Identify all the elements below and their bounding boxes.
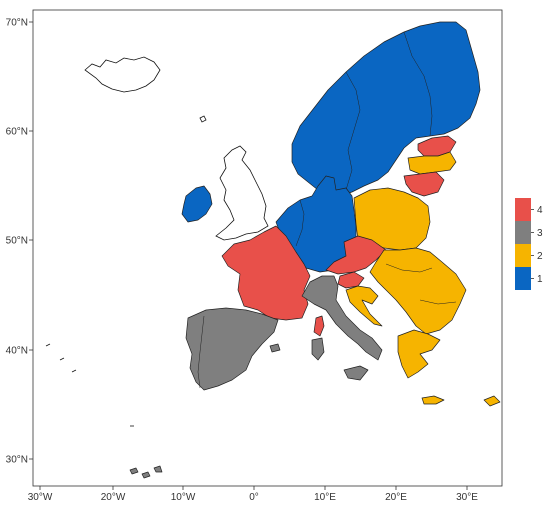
legend-swatch [515, 267, 531, 290]
x-tick-label: 20°E [385, 492, 407, 503]
corsica-region [313, 315, 325, 337]
canary-islands [129, 465, 163, 479]
legend-label: 2 [537, 251, 543, 262]
y-tick-label: 70°N [6, 18, 28, 29]
x-tick-label: 0° [249, 492, 259, 503]
cyprus-region [483, 395, 501, 407]
germany-border [295, 199, 305, 247]
legend-label: 1 [537, 274, 543, 285]
ireland-region [181, 185, 213, 223]
y-tick-label: 50°N [6, 236, 28, 247]
y-tick-label: 40°N [6, 346, 28, 357]
sicily-region [343, 365, 369, 381]
romania-border [419, 299, 457, 305]
iceland-outline [84, 56, 161, 93]
crete-region [421, 395, 445, 405]
great-britain-outline [215, 145, 269, 241]
sardinia-region [311, 337, 325, 361]
legend-swatch [515, 221, 531, 244]
legend-label: 4 [537, 205, 543, 216]
portugal-border [197, 315, 205, 389]
croatia-region [345, 285, 383, 327]
faroe-outline [199, 115, 207, 123]
azores-outline [45, 343, 77, 373]
italy-region [301, 275, 383, 361]
x-tick-label: 10°W [171, 492, 196, 503]
y-tick-label: 30°N [6, 455, 28, 466]
y-axis: 70°N 60°N 50°N 40°N 30°N [6, 18, 33, 466]
iberia-region [185, 307, 279, 391]
x-axis: 30°W 20°W 10°W 0° 10°E 20°E 30°E [28, 486, 478, 503]
legend-label: 3 [537, 228, 543, 239]
legend-swatch [515, 198, 531, 221]
map-legend: 4 3 2 1 [515, 198, 543, 290]
x-tick-label: 30°E [456, 492, 478, 503]
finland-border [403, 31, 433, 137]
lithuania-region [403, 171, 445, 197]
sweden-border [345, 71, 361, 191]
czech-austria-region [325, 235, 387, 275]
southeast-region [369, 247, 467, 335]
x-tick-label: 10°E [314, 492, 336, 503]
y-tick-label: 60°N [6, 127, 28, 138]
x-tick-label: 20°W [101, 492, 126, 503]
hungary-border [385, 263, 433, 273]
x-tick-label: 30°W [28, 492, 53, 503]
greece-region [397, 329, 441, 379]
latvia-region [407, 151, 457, 175]
legend-swatch [515, 244, 531, 267]
balearic-region [269, 343, 281, 353]
